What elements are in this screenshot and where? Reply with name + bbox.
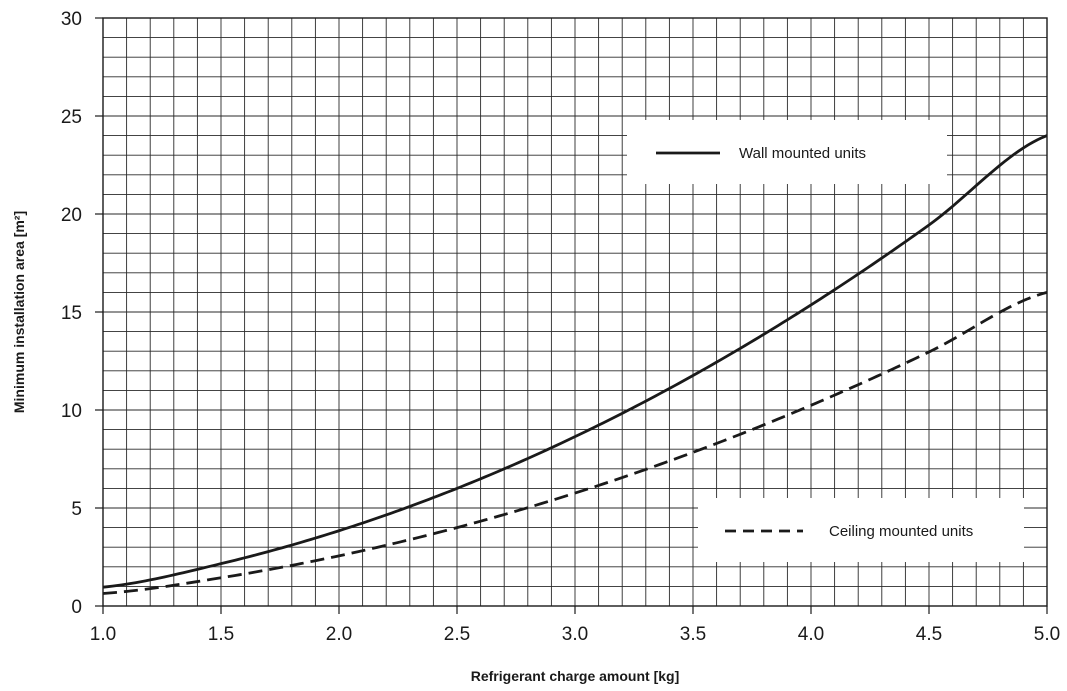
y-tick-label: 10 [61,401,82,422]
legend-ceiling: Ceiling mounted units [698,498,1024,562]
x-axis-title: Refrigerant charge amount [kg] [471,668,679,684]
x-tick-label: 4.0 [798,624,824,645]
y-axis-title: Minimum installation area [m²] [11,211,27,413]
x-tick-label: 4.5 [916,624,942,645]
legend-wall: Wall mounted units [627,120,947,184]
x-tick-label: 1.5 [208,624,234,645]
y-tick-label: 30 [61,9,82,30]
x-tick-label: 1.0 [90,624,116,645]
y-tick-label: 20 [61,205,82,226]
series [102,134,1048,595]
x-tick-label: 5.0 [1034,624,1060,645]
series-line-ceiling-mounted [102,291,1048,595]
x-tick-label: 3.5 [680,624,706,645]
y-tick-label: 5 [71,499,82,520]
x-tick-label: 2.0 [326,624,352,645]
x-tick-label: 3.0 [562,624,588,645]
series-line-wall-mounted [102,134,1048,589]
ticks: 1.0 1.5 2.0 2.5 3.0 3.5 4.0 4.5 5.0 0 5 10 15 20 25 30 [61,9,1060,645]
y-tick-label: 0 [71,597,82,618]
x-tick-label: 2.5 [444,624,470,645]
y-tick-label: 25 [61,107,82,128]
y-tick-label: 15 [61,303,82,324]
legend-wall-label: Wall mounted units [739,145,866,162]
legend-ceiling-label: Ceiling mounted units [829,523,973,540]
